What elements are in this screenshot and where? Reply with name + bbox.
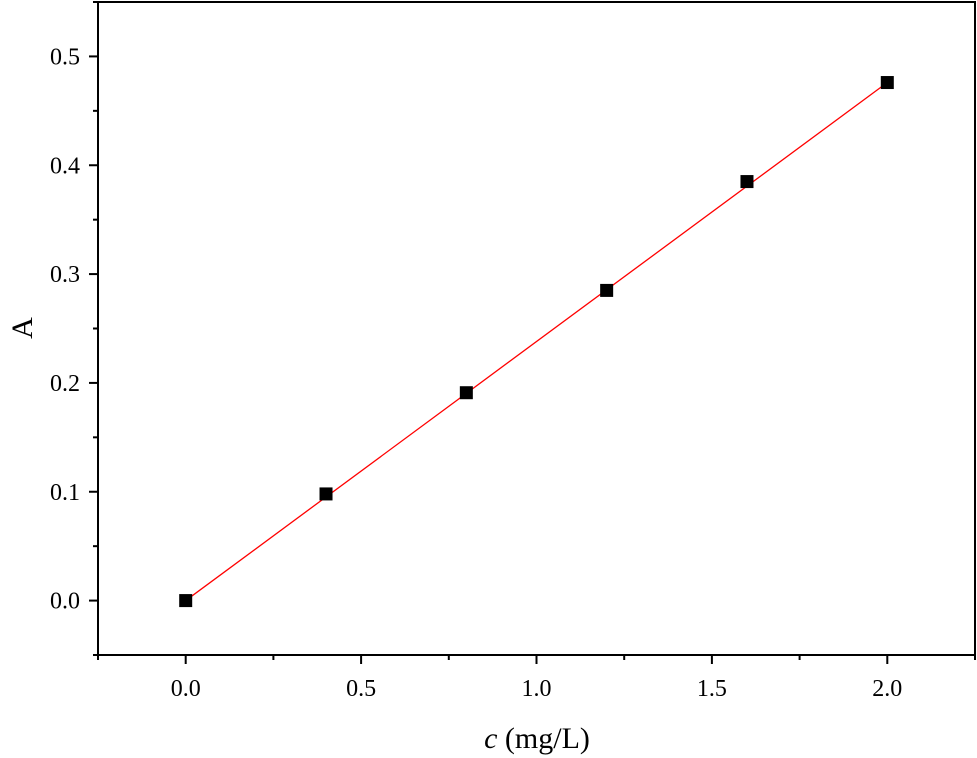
x-tick-label: 0.0 — [171, 676, 201, 702]
x-axis-title-variable: c — [484, 722, 497, 755]
x-tick-label: 2.0 — [872, 676, 902, 702]
data-point-square — [319, 487, 333, 501]
x-tick-label: 1.5 — [697, 676, 727, 702]
y-tick-label: 0.3 — [50, 262, 80, 288]
data-points — [179, 76, 894, 608]
y-axis-ticks: 0.0 0.1 0.2 0.3 0.4 0.5 — [50, 1, 98, 656]
x-axis-ticks: 0.0 0.5 1.0 1.5 2.0 — [97, 655, 976, 702]
data-point-square — [600, 283, 614, 297]
x-axis-title: c (mg/L) — [484, 722, 590, 755]
y-axis-title: A — [6, 317, 39, 339]
data-point-square — [459, 386, 473, 400]
x-axis-title-unit: (mg/L) — [497, 722, 589, 755]
y-tick-label: 0.2 — [50, 371, 80, 397]
data-point-square — [740, 175, 754, 189]
data-point-square — [179, 594, 193, 608]
data-point-square — [880, 76, 894, 90]
y-tick-label: 0.5 — [50, 44, 80, 70]
y-tick-label: 0.4 — [50, 153, 80, 179]
x-tick-label: 0.5 — [346, 676, 376, 702]
fit-line-group — [185, 82, 888, 602]
y-tick-label: 0.0 — [50, 589, 80, 615]
x-tick-label: 1.0 — [522, 676, 552, 702]
plot-frame — [97, 1, 976, 656]
y-tick-label: 0.1 — [50, 480, 80, 506]
linear-fit-line — [185, 82, 888, 602]
